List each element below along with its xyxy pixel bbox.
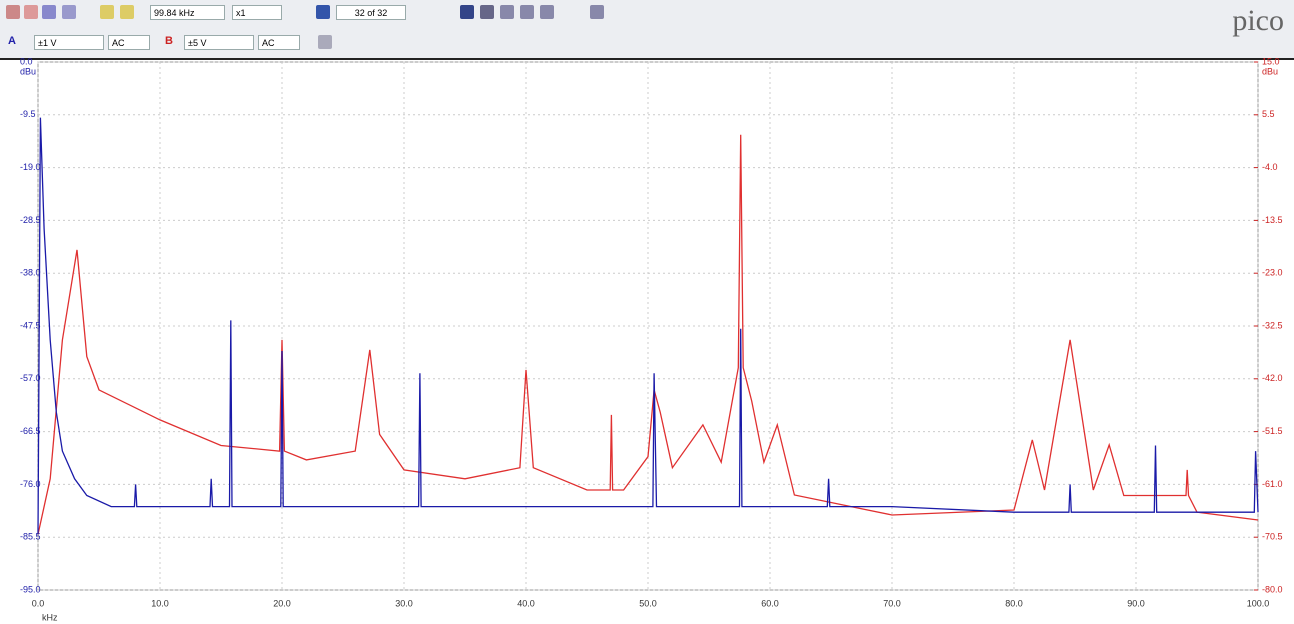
toolbar-row: A ±1 V AC B ±5 V AC [0, 30, 1294, 56]
x-tick-label: 20.0 [273, 598, 291, 608]
x-tick-label: 100.0 [1247, 598, 1270, 608]
y-tick-label: -38.0 [20, 268, 41, 278]
y2-tick-label: -70.5 [1262, 532, 1283, 542]
x-tick-label: 10.0 [151, 598, 169, 608]
icon[interactable] [120, 5, 134, 19]
y2-tick-label: -61.0 [1262, 479, 1283, 489]
y2-tick-label: -13.5 [1262, 215, 1283, 225]
icon[interactable] [318, 35, 332, 49]
range-b[interactable]: ±5 V [184, 35, 254, 50]
y2-tick-label: 15.0 [1262, 56, 1280, 66]
coupling-a[interactable]: AC [108, 35, 150, 50]
y2-tick-label: -32.5 [1262, 320, 1283, 330]
zoom[interactable]: x1 [232, 5, 282, 20]
icon[interactable] [6, 5, 20, 19]
coupling-b[interactable]: AC [258, 35, 300, 50]
toolbar: 99.84 kHz x1 32 of 32 A ±1 V AC B ±5 V A… [0, 0, 1294, 60]
x-tick-label: 30.0 [395, 598, 413, 608]
y-tick-label: -57.0 [20, 373, 41, 383]
y2-tick-label: -42.0 [1262, 373, 1283, 383]
x-tick-label: 80.0 [1005, 598, 1023, 608]
x-tick-label: 40.0 [517, 598, 535, 608]
icon[interactable] [316, 5, 330, 19]
icon[interactable] [24, 5, 38, 19]
x-tick-label: 50.0 [639, 598, 657, 608]
y2-tick-label: -80.0 [1262, 584, 1283, 594]
y-tick-label: -66.5 [20, 426, 41, 436]
y2-tick-label: -23.0 [1262, 268, 1283, 278]
icon[interactable] [520, 5, 534, 19]
toolbar-row: 99.84 kHz x1 32 of 32 [0, 0, 1294, 26]
x-tick-label: 70.0 [883, 598, 901, 608]
x-axis-label: kHz [42, 612, 58, 622]
y2-axis-label: dBu [1262, 66, 1278, 76]
y2-tick-label: -4.0 [1262, 162, 1278, 172]
y2-tick-label: 5.5 [1262, 109, 1275, 119]
y2-tick-label: -51.5 [1262, 426, 1283, 436]
series-line [37, 117, 1259, 535]
icon[interactable] [500, 5, 514, 19]
y-tick-label: -47.5 [20, 320, 41, 330]
y-tick-label: -95.0 [20, 584, 41, 594]
timebase[interactable]: 99.84 kHz [150, 5, 225, 20]
x-tick-label: 60.0 [761, 598, 779, 608]
channel-b: B [165, 35, 173, 47]
icon[interactable] [62, 5, 76, 19]
buffer[interactable]: 32 of 32 [336, 5, 406, 20]
y-tick-label: -85.5 [20, 532, 41, 542]
icon[interactable] [480, 5, 494, 19]
x-tick-label: 0.0 [32, 598, 45, 608]
icon[interactable] [460, 5, 474, 19]
y-axis-label: dBu [20, 66, 36, 76]
y-tick-label: 0.0 [20, 56, 33, 66]
icon[interactable] [590, 5, 604, 19]
x-tick-label: 90.0 [1127, 598, 1145, 608]
logo: pico [1232, 4, 1284, 37]
range-a[interactable]: ±1 V [34, 35, 104, 50]
icon[interactable] [540, 5, 554, 19]
y-tick-label: -9.5 [20, 109, 36, 119]
y-tick-label: -76.0 [20, 479, 41, 489]
icon[interactable] [42, 5, 56, 19]
icon[interactable] [100, 5, 114, 19]
y-tick-label: -19.0 [20, 162, 41, 172]
series-line [37, 134, 1259, 535]
channel-a: A [8, 35, 16, 47]
y-tick-label: -28.5 [20, 215, 41, 225]
